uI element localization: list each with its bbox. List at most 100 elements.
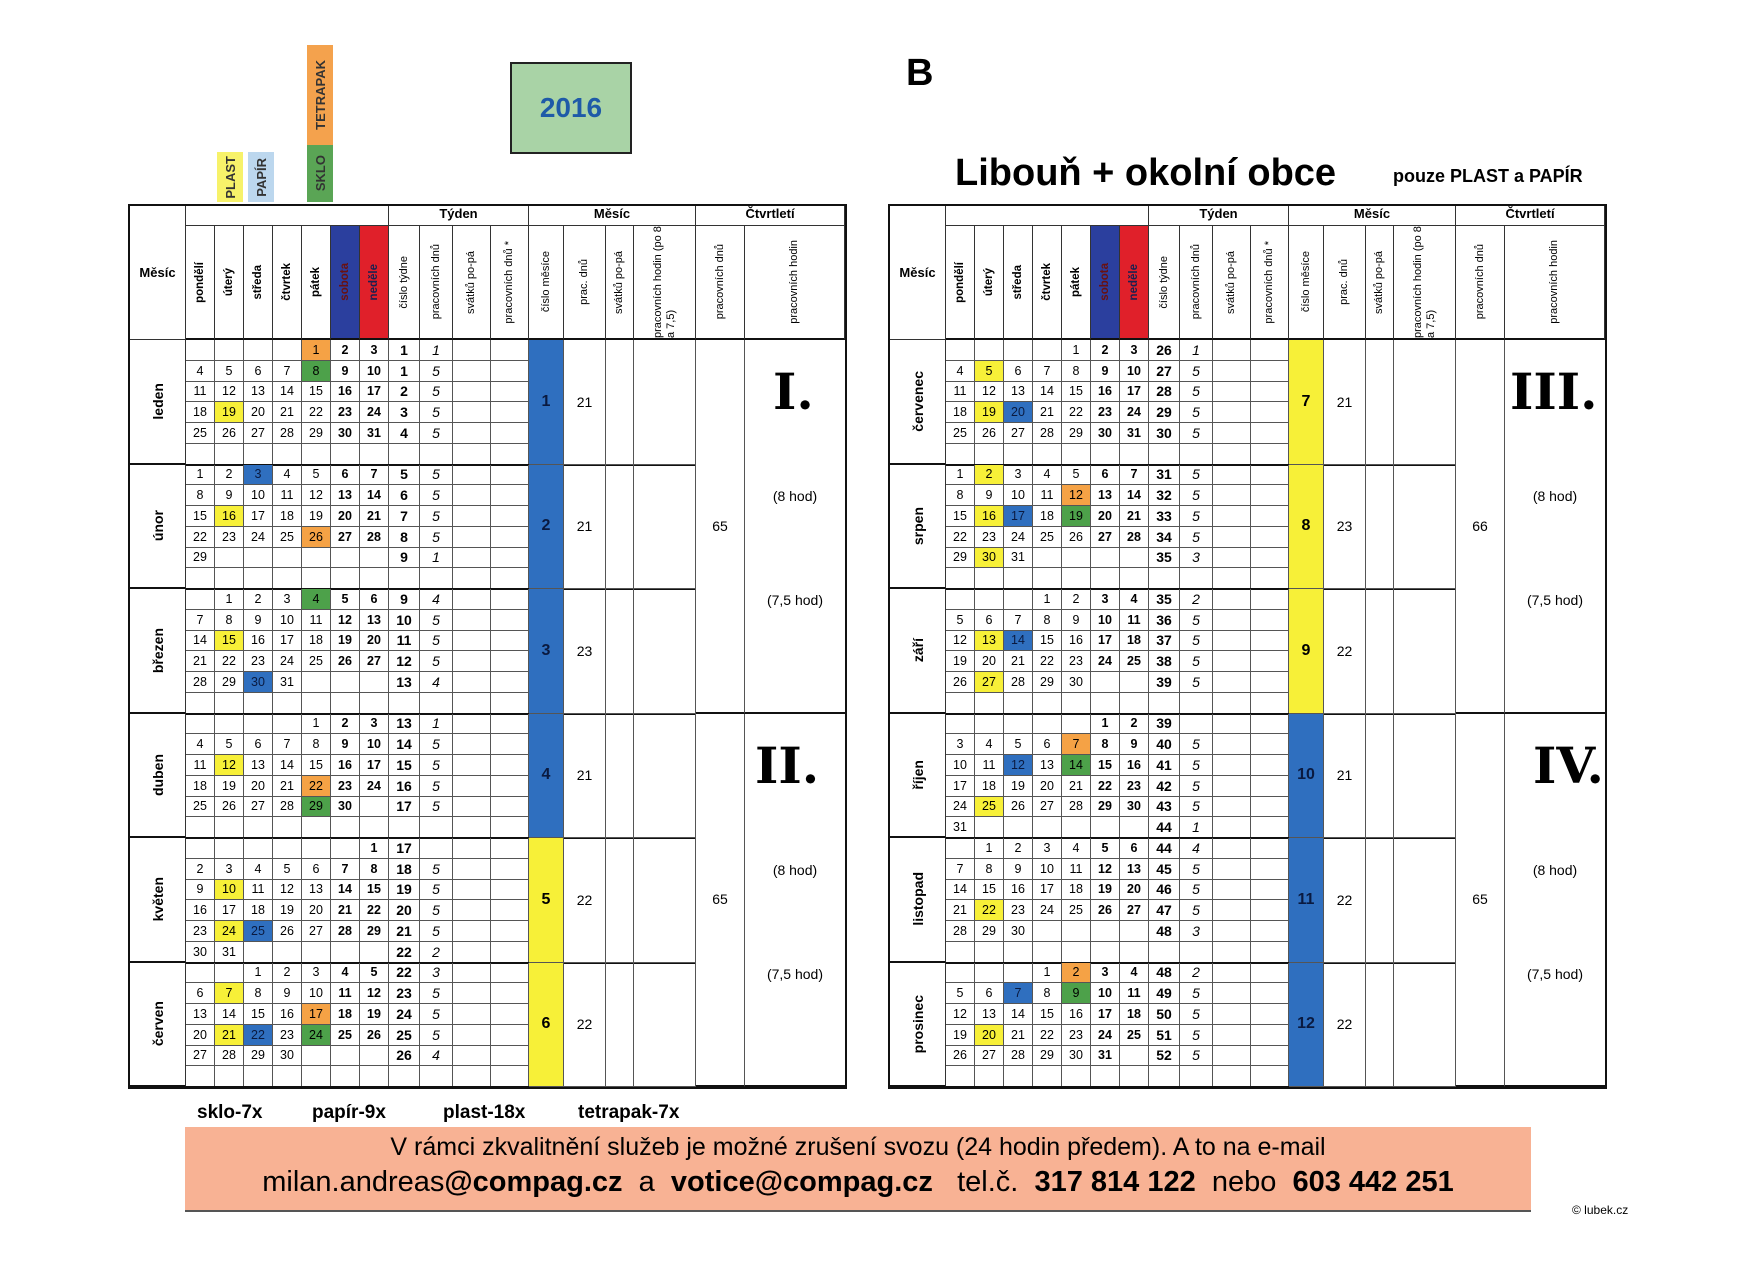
header-mesic-1: prac. dnů	[564, 226, 606, 340]
week-workdays	[420, 568, 453, 589]
count-tetrapak: tetrapak-7x	[578, 1102, 680, 1123]
day-cell	[360, 817, 389, 838]
week-workdays	[420, 692, 453, 714]
quarter-workdays: 66	[1456, 340, 1505, 714]
count-sklo: sklo-7x	[197, 1102, 263, 1123]
month-name: září	[909, 638, 926, 663]
day-cell: 13	[244, 381, 273, 403]
day-cell: 18	[186, 402, 215, 423]
day-cell: 3	[273, 589, 302, 610]
day-cell: 9	[186, 879, 215, 901]
day-cell: 9	[1091, 360, 1120, 382]
day-cell	[215, 838, 244, 859]
week-number: 23	[389, 983, 420, 1004]
day-cell: 3	[244, 464, 273, 486]
day-cell: 11	[186, 381, 215, 403]
week-empty-cell	[491, 817, 529, 838]
day-cell: 30	[331, 423, 360, 444]
quarter-note-75h: (7,5 hod)	[1526, 592, 1584, 608]
week-empty-cell	[1213, 734, 1251, 755]
day-cell	[1091, 921, 1120, 942]
day-cell	[244, 838, 273, 859]
day-cell: 19	[1091, 879, 1120, 901]
header-tyden-0: číslo týdne	[389, 226, 420, 340]
day-cell	[1120, 692, 1149, 714]
day-cell: 22	[946, 526, 975, 548]
day-cell	[302, 443, 331, 465]
day-cell: 3	[1091, 962, 1120, 984]
week-workdays: 5	[1180, 1004, 1213, 1025]
header-ctvrtleti-0: pracovních dnů	[1456, 226, 1505, 340]
week-empty-cell	[1251, 921, 1289, 942]
day-cell: 10	[1091, 609, 1120, 631]
week-empty-cell	[491, 672, 529, 693]
day-cell: 8	[1033, 609, 1062, 631]
week-empty-cell	[491, 941, 529, 963]
day-cell: 21	[1004, 1024, 1033, 1046]
week-number: 15	[389, 755, 420, 776]
week-workdays: 4	[420, 589, 453, 610]
day-cell: 25	[273, 526, 302, 548]
day-cell: 11	[946, 381, 975, 403]
day-cell	[273, 340, 302, 361]
day-cell: 20	[244, 775, 273, 797]
day-cell: 1	[1033, 962, 1062, 984]
week-number	[389, 692, 420, 714]
day-cell: 2	[1062, 589, 1091, 610]
day-cell	[1120, 1045, 1149, 1067]
day-cell: 23	[273, 1024, 302, 1046]
week-empty-cell	[453, 1045, 491, 1067]
day-cell: 27	[1120, 900, 1149, 921]
week-empty-cell	[453, 983, 491, 1004]
day-cell	[1091, 547, 1120, 569]
week-number: 18	[389, 858, 420, 880]
week-workdays: 5	[420, 755, 453, 776]
day-cell: 16	[331, 755, 360, 776]
day-cell	[1033, 817, 1062, 838]
day-cell	[1120, 921, 1149, 942]
month-empty-cell	[1394, 589, 1456, 714]
day-cell: 19	[946, 651, 975, 672]
day-cell	[331, 838, 360, 859]
email2-link[interactable]: votice@compag.cz	[670, 1166, 933, 1198]
day-cell: 1	[302, 340, 331, 361]
month-separator	[946, 837, 1456, 839]
week-empty-cell	[1213, 1024, 1251, 1046]
email1-domain[interactable]: @compag.cz	[444, 1166, 623, 1198]
header-mesic-3-text: pracovních hodin (po 8 a 7,5)	[1411, 226, 1437, 338]
day-cell: 5	[1091, 838, 1120, 859]
week-empty-cell	[453, 713, 491, 735]
month-number: 7	[1289, 340, 1324, 465]
week-empty-cell	[453, 900, 491, 921]
day-cell	[1004, 941, 1033, 963]
day-cell: 23	[1062, 1024, 1091, 1046]
header-day-6-text: neděle	[368, 263, 380, 301]
day-cell	[215, 713, 244, 735]
week-workdays: 5	[1180, 630, 1213, 652]
week-empty-cell	[1213, 547, 1251, 569]
day-cell: 21	[331, 900, 360, 921]
week-empty-cell	[1213, 340, 1251, 361]
month-label-5: květen	[130, 838, 186, 963]
day-cell: 15	[975, 879, 1004, 901]
day-cell: 15	[244, 1004, 273, 1025]
day-cell: 4	[1062, 838, 1091, 859]
day-cell: 25	[186, 796, 215, 818]
day-cell: 26	[273, 921, 302, 942]
week-workdays: 5	[420, 900, 453, 921]
week-workdays: 3	[420, 962, 453, 984]
header-tyden-1: pracovních dnů	[420, 226, 453, 340]
week-number: 1	[389, 340, 420, 361]
quarter-workdays: 65	[1456, 713, 1505, 1087]
week-number: 35	[1149, 547, 1180, 569]
week-number: 46	[1149, 879, 1180, 901]
week-empty-cell	[453, 796, 491, 818]
week-empty-cell	[453, 941, 491, 963]
day-cell: 14	[1033, 381, 1062, 403]
week-empty-cell	[1251, 568, 1289, 589]
year-label: 2016	[539, 92, 603, 123]
day-cell: 21	[1033, 402, 1062, 423]
email1-user[interactable]: milan.andreas	[262, 1166, 445, 1198]
day-cell: 10	[1004, 485, 1033, 506]
week-empty-cell	[1213, 506, 1251, 527]
